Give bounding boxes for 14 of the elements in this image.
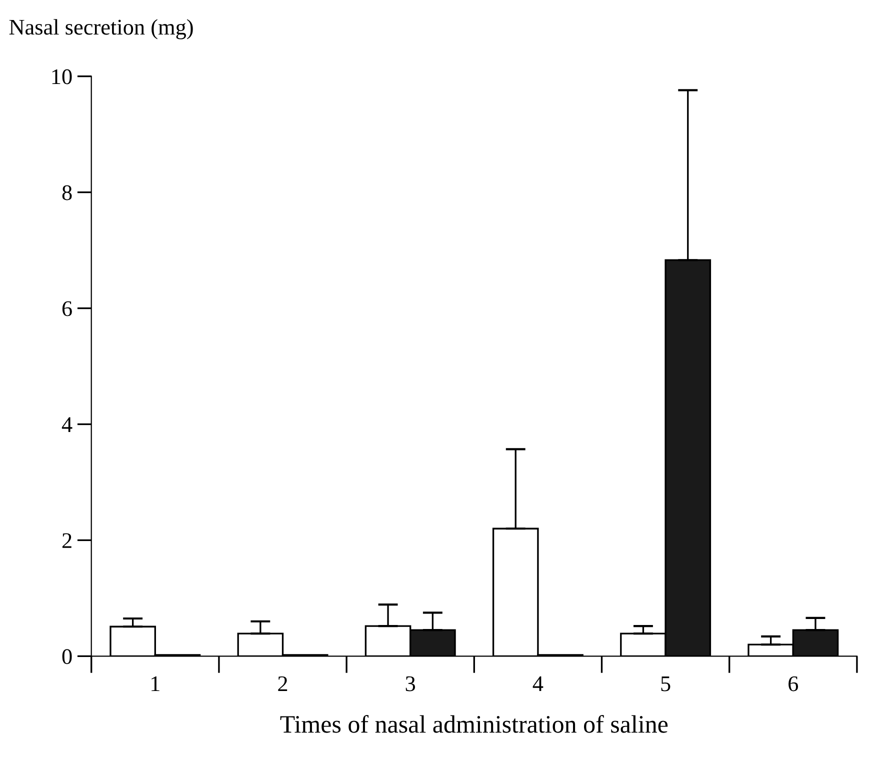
x-tick-label: 6 xyxy=(788,676,798,692)
y-axis-title: Nasal secretion (mg) xyxy=(9,19,193,40)
x-tick-label: 3 xyxy=(406,676,416,692)
x-axis-title: Times of nasal administration of saline xyxy=(280,714,668,733)
y-tick-label: 4 xyxy=(62,417,72,432)
y-tick-label: 2 xyxy=(62,533,72,548)
x-tick-label: 2 xyxy=(278,676,288,692)
y-tick-label: 10 xyxy=(52,69,72,84)
y-tick-label: 6 xyxy=(62,301,72,316)
x-tick-label: 4 xyxy=(532,676,544,692)
x-tick-label: 5 xyxy=(661,676,670,692)
x-tick-label: 1 xyxy=(152,676,160,692)
y-tick-label: 0 xyxy=(62,649,72,664)
y-tick-label: 8 xyxy=(62,185,72,200)
